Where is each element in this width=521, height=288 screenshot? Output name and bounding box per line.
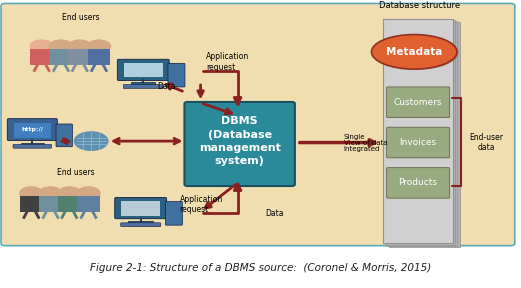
FancyBboxPatch shape bbox=[121, 201, 160, 216]
FancyBboxPatch shape bbox=[20, 196, 43, 212]
Text: View of data: View of data bbox=[344, 140, 387, 146]
Text: End users: End users bbox=[57, 168, 94, 177]
FancyBboxPatch shape bbox=[88, 49, 110, 65]
FancyBboxPatch shape bbox=[30, 49, 53, 65]
Ellipse shape bbox=[371, 35, 457, 69]
FancyBboxPatch shape bbox=[390, 89, 450, 118]
FancyBboxPatch shape bbox=[14, 123, 51, 138]
Text: Products: Products bbox=[399, 178, 438, 187]
FancyBboxPatch shape bbox=[39, 196, 62, 212]
FancyBboxPatch shape bbox=[165, 202, 182, 225]
FancyBboxPatch shape bbox=[117, 59, 169, 80]
FancyBboxPatch shape bbox=[49, 49, 72, 65]
Ellipse shape bbox=[373, 35, 458, 70]
Circle shape bbox=[30, 40, 53, 53]
FancyBboxPatch shape bbox=[129, 221, 153, 223]
Text: Database structure: Database structure bbox=[379, 1, 460, 10]
FancyBboxPatch shape bbox=[123, 85, 163, 88]
FancyBboxPatch shape bbox=[383, 19, 453, 243]
FancyBboxPatch shape bbox=[131, 82, 155, 85]
Text: http://: http:// bbox=[21, 127, 43, 132]
FancyBboxPatch shape bbox=[56, 124, 72, 147]
Text: Figure 2-1: Structure of a DBMS source:  (Coronel & Morris, 2015): Figure 2-1: Structure of a DBMS source: … bbox=[90, 264, 431, 273]
Circle shape bbox=[88, 40, 110, 53]
FancyBboxPatch shape bbox=[13, 145, 52, 148]
Circle shape bbox=[49, 40, 72, 53]
FancyBboxPatch shape bbox=[389, 22, 460, 247]
Circle shape bbox=[75, 132, 108, 150]
Text: Customers: Customers bbox=[394, 98, 442, 107]
FancyBboxPatch shape bbox=[390, 129, 450, 158]
Text: Data: Data bbox=[157, 82, 176, 92]
FancyBboxPatch shape bbox=[124, 63, 163, 77]
Text: End-user
data: End-user data bbox=[469, 133, 503, 152]
Circle shape bbox=[58, 187, 81, 200]
Text: Application
request: Application request bbox=[180, 195, 223, 214]
FancyBboxPatch shape bbox=[20, 143, 44, 145]
FancyBboxPatch shape bbox=[7, 119, 57, 141]
Text: Integrated: Integrated bbox=[344, 146, 380, 152]
FancyBboxPatch shape bbox=[58, 196, 81, 212]
FancyBboxPatch shape bbox=[115, 198, 167, 219]
FancyBboxPatch shape bbox=[387, 168, 450, 198]
FancyBboxPatch shape bbox=[390, 169, 450, 198]
FancyBboxPatch shape bbox=[1, 3, 515, 246]
Circle shape bbox=[20, 187, 43, 200]
FancyBboxPatch shape bbox=[77, 196, 100, 212]
FancyBboxPatch shape bbox=[168, 63, 185, 87]
Text: Application
request: Application request bbox=[206, 52, 249, 72]
FancyBboxPatch shape bbox=[68, 49, 91, 65]
Text: Invoices: Invoices bbox=[400, 138, 437, 147]
FancyBboxPatch shape bbox=[387, 87, 450, 118]
Circle shape bbox=[77, 187, 100, 200]
Circle shape bbox=[68, 40, 91, 53]
Text: DBMS
(Database
management
system): DBMS (Database management system) bbox=[199, 116, 281, 166]
FancyBboxPatch shape bbox=[387, 21, 457, 246]
FancyBboxPatch shape bbox=[387, 127, 450, 158]
Text: Metadata: Metadata bbox=[386, 47, 442, 57]
FancyBboxPatch shape bbox=[121, 223, 160, 227]
FancyBboxPatch shape bbox=[184, 102, 295, 186]
Text: Data: Data bbox=[266, 209, 284, 218]
Text: End users: End users bbox=[62, 13, 100, 22]
FancyBboxPatch shape bbox=[385, 20, 455, 245]
Text: Single: Single bbox=[344, 134, 365, 140]
Circle shape bbox=[39, 187, 62, 200]
